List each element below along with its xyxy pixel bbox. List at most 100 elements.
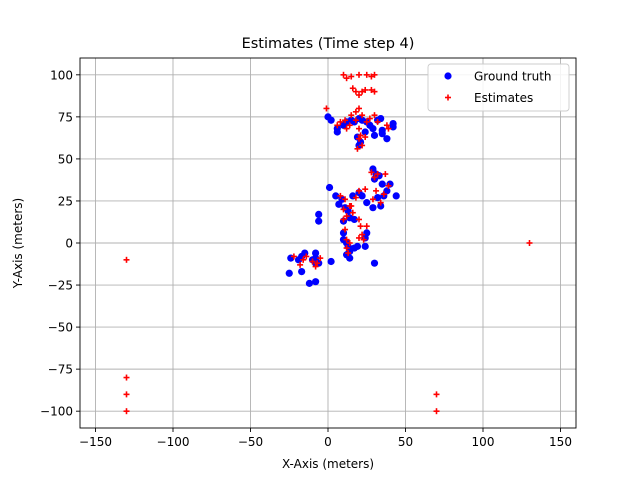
estimate-point [340, 216, 347, 223]
estimate-point [343, 213, 350, 220]
ground-truth-point [333, 128, 341, 136]
y-tick-label: 50 [58, 152, 73, 166]
estimate-point [337, 192, 344, 199]
ground-truth-point [325, 183, 334, 192]
estimate-point [348, 73, 355, 80]
x-tick-label: 100 [472, 435, 495, 449]
estimate-point [363, 71, 370, 78]
estimate-point [345, 250, 352, 257]
ground-truth-point [335, 200, 343, 208]
x-tick-label: 50 [398, 435, 413, 449]
estimate-point [356, 234, 362, 241]
estimate-point [366, 115, 373, 122]
ground-truth-point [363, 229, 371, 237]
ground-truth-point [350, 215, 358, 224]
estimate-point [362, 86, 369, 93]
estimate-point [348, 203, 355, 209]
estimate-point [348, 112, 355, 119]
ground-truth-point [361, 128, 369, 136]
estimate-point [356, 92, 362, 98]
estimate-point [356, 125, 362, 132]
estimate-point [354, 145, 361, 152]
ground-truth-point [369, 204, 377, 212]
estimate-point [433, 391, 440, 398]
legend-plus-symbol [445, 94, 451, 101]
estimate-point [368, 73, 375, 80]
estimate-point [362, 186, 369, 193]
y-tick-label: 75 [58, 110, 73, 124]
estimate-point [349, 85, 356, 92]
estimate-point [334, 122, 341, 129]
estimate-point [356, 187, 362, 194]
estimate-point [346, 122, 353, 129]
estimate-point [373, 187, 380, 194]
estimate-point [317, 255, 324, 262]
estimate-point [368, 86, 375, 93]
x-tick-label: −100 [157, 435, 190, 449]
ground-truth-point [353, 242, 362, 250]
estimate-point [359, 142, 366, 149]
x-tick-label: 0 [324, 435, 332, 449]
estimate-point [303, 253, 310, 260]
estimate-point [340, 206, 347, 213]
ground-truth-point [327, 257, 335, 266]
y-tick-label: 0 [65, 237, 73, 251]
estimate-point [342, 117, 349, 124]
legend-marker-estimates [445, 94, 451, 101]
estimate-point [343, 236, 350, 243]
ground-truth-point [370, 131, 379, 139]
ground-truth-point [312, 249, 320, 257]
legend-marker-ground-truth [444, 72, 452, 80]
estimate-point [297, 261, 304, 268]
estimate-point [314, 260, 321, 267]
estimate-point [374, 171, 381, 178]
estimate-point [352, 117, 359, 124]
ground-truth-point [392, 192, 400, 200]
ground-truth-point [305, 279, 313, 287]
ground-truth-point [383, 135, 391, 143]
estimate-point [356, 105, 362, 112]
estimate-point [123, 256, 130, 263]
estimate-point [352, 108, 359, 115]
ground-truth-point [346, 254, 354, 262]
ground-truth-point [375, 172, 383, 180]
ground-truth-point [358, 192, 366, 200]
estimate-point [362, 134, 369, 141]
estimate-point [363, 223, 370, 230]
ground-truth-point [285, 269, 293, 277]
ground-truth-point [389, 123, 397, 131]
ground-truth-point [377, 202, 385, 210]
estimate-point [337, 118, 344, 125]
estimate-point [371, 88, 378, 95]
ground-truth-point [363, 199, 371, 207]
estimate-point [123, 374, 130, 381]
legend-label-estimates: Estimates [474, 91, 533, 105]
ground-truth-point [369, 125, 377, 133]
ground-truth-point [312, 278, 320, 286]
estimate-point [356, 135, 362, 142]
y-tick-label: 100 [50, 68, 73, 82]
ground-truth-point [386, 180, 394, 188]
ground-truth-point [332, 192, 340, 200]
estimate-point [342, 226, 349, 233]
estimate-point [385, 125, 392, 132]
estimate-point [290, 253, 297, 260]
estimate-point [359, 231, 366, 238]
x-axis-label: X-Axis (meters) [282, 457, 374, 471]
estimate-point [380, 191, 387, 198]
estimate-point [371, 174, 378, 181]
estimate-point [340, 71, 347, 78]
estimate-point [343, 245, 350, 252]
estimate-point [123, 391, 130, 398]
estimate-point [352, 88, 359, 95]
ground-truth-point [378, 130, 386, 138]
estimate-point [349, 209, 356, 216]
y-tick-label: −50 [48, 321, 73, 335]
estimate-point [359, 88, 366, 95]
x-tick-label: −150 [79, 435, 112, 449]
estimate-point [343, 75, 350, 82]
estimate-point [323, 105, 330, 112]
ground-truth-point [378, 180, 386, 188]
estimate-point [377, 199, 384, 206]
estimate-point [346, 240, 353, 246]
